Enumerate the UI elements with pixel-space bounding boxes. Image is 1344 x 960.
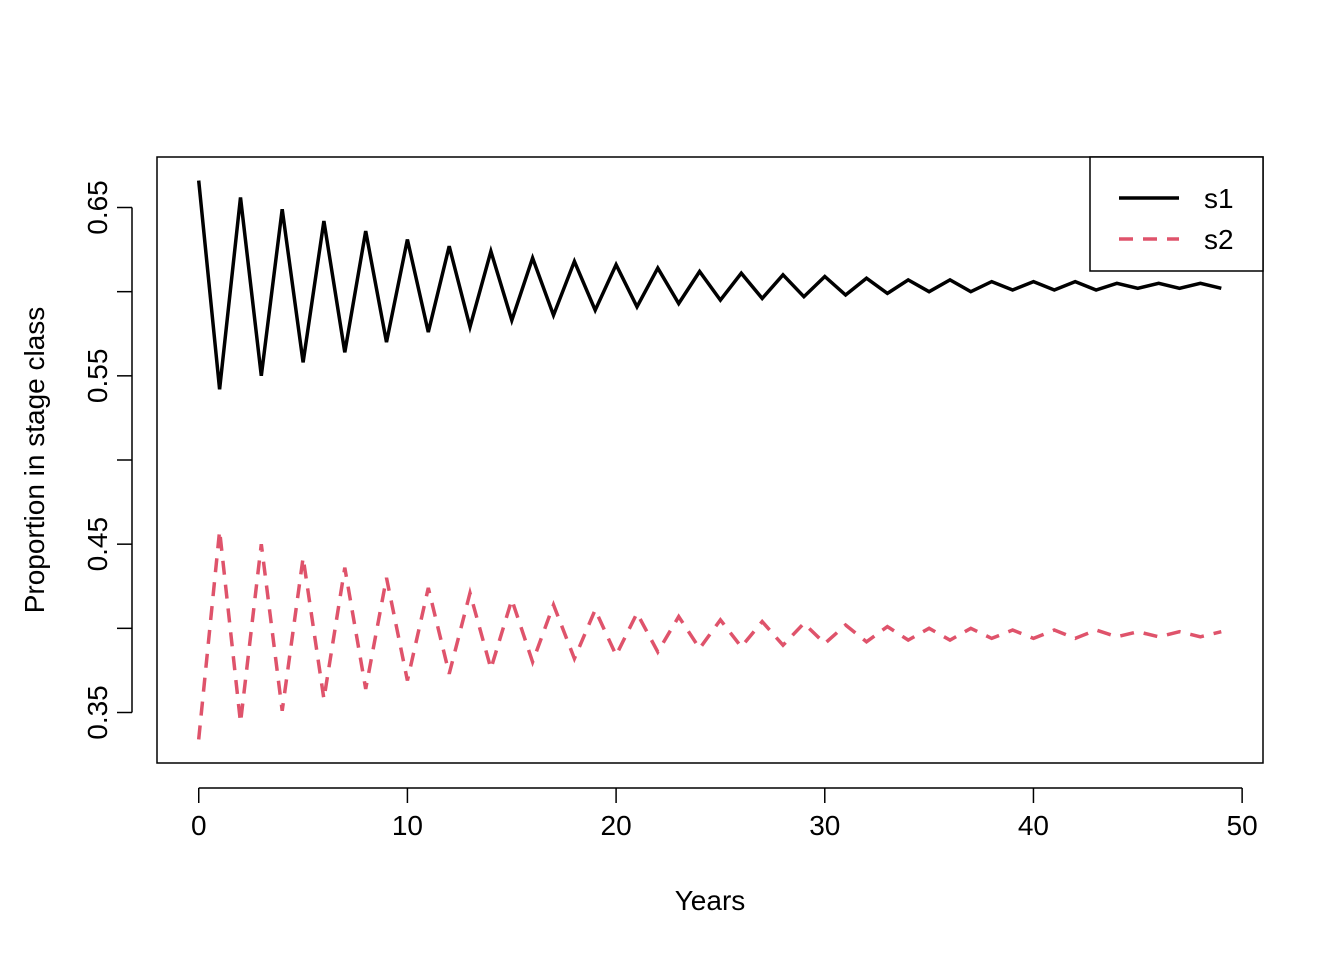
series-line-s2 <box>196 530 1222 740</box>
x-axis-label: Years <box>675 885 746 916</box>
x-tick-label-20: 20 <box>601 810 632 841</box>
x-tick-label-40: 40 <box>1018 810 1049 841</box>
legend-label-s2: s2 <box>1204 224 1234 255</box>
y-axis: 0.35 0.45 0.55 0.65 <box>82 180 133 740</box>
y-axis-label: Proportion in stage class <box>19 307 50 614</box>
x-axis: 0 10 20 30 40 50 <box>191 787 1258 841</box>
legend-label-s1: s1 <box>1204 183 1234 214</box>
x-tick-label-0: 0 <box>191 810 207 841</box>
x-tick-label-30: 30 <box>809 810 840 841</box>
series-layer <box>196 180 1222 740</box>
x-tick-label-50: 50 <box>1227 810 1258 841</box>
y-tick-label-6: 0.65 <box>82 180 113 235</box>
y-tick-label-4: 0.55 <box>82 349 113 404</box>
x-tick-label-10: 10 <box>392 810 423 841</box>
legend-box <box>1089 156 1264 272</box>
legend: s1 s2 <box>1089 156 1264 272</box>
y-tick-label-0: 0.35 <box>82 685 113 740</box>
plot-frame <box>156 156 1264 764</box>
y-tick-label-2: 0.45 <box>82 517 113 572</box>
series-line-s1 <box>196 180 1222 390</box>
